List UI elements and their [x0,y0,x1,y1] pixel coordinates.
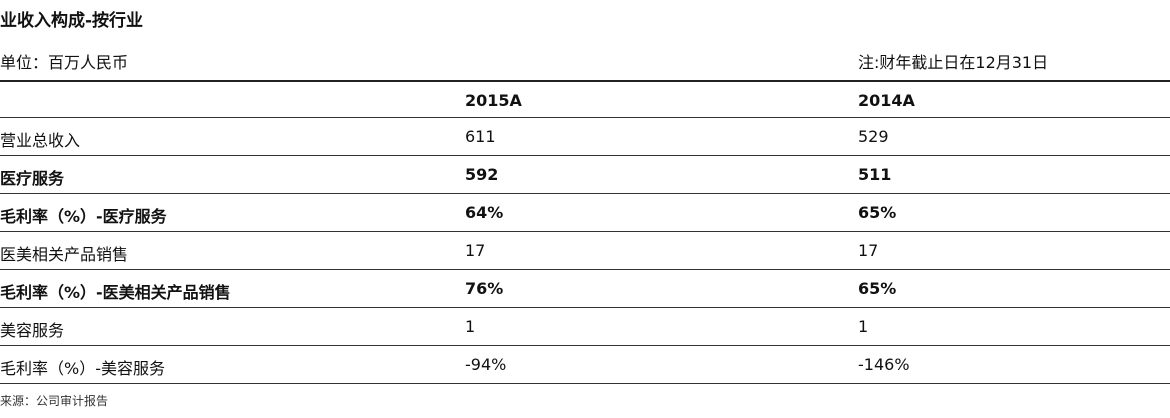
row-label: 美容服务 [0,321,65,340]
title: 业收入构成-按行业 [0,11,144,31]
cell: 64% [465,203,504,222]
cell: 76% [465,279,504,298]
header-row: 2015A 2014A [0,82,1170,118]
cell: 592 [465,165,499,184]
table-row: 医美相关产品销售 17 17 [0,232,1170,270]
column-header: 2015A [465,91,522,110]
cell: 511 [858,165,892,184]
table-row: 美容服务 1 1 [0,308,1170,346]
cell: 1 [858,317,869,336]
row-label: 营业总收入 [0,131,81,150]
cell: 17 [465,241,486,260]
table-row: 毛利率（%）-医美相关产品销售 76% 65% [0,270,1170,308]
cell: 529 [858,127,889,146]
cell: 1 [465,317,476,336]
rule [0,80,1170,82]
source: 来源：公司审计报告 [0,394,109,408]
column-header: 2014A [858,91,915,110]
cell: -146% [858,355,910,374]
table-row: 营业总收入 611 529 [0,118,1170,156]
row-label: 毛利率（%）-医疗服务 [0,207,167,226]
cell: 17 [858,241,879,260]
row-label: 毛利率（%）-美容服务 [0,359,165,378]
table-row: 医疗服务 592 511 [0,156,1170,194]
row-label: 医美相关产品销售 [0,245,129,264]
cell: 65% [858,279,897,298]
table-row: 毛利率（%）-医疗服务 64% 65% [0,194,1170,232]
cell: -94% [465,355,507,374]
cell: 65% [858,203,897,222]
table-row: 毛利率（%）-美容服务 -94% -146% [0,346,1170,384]
unit: 单位：百万人民币 [0,53,129,72]
cell: 611 [465,127,496,146]
row-label: 医疗服务 [0,169,65,188]
note: 注:财年截止日在12月31日 [858,53,1049,72]
row-label: 毛利率（%）-医美相关产品销售 [0,283,231,302]
